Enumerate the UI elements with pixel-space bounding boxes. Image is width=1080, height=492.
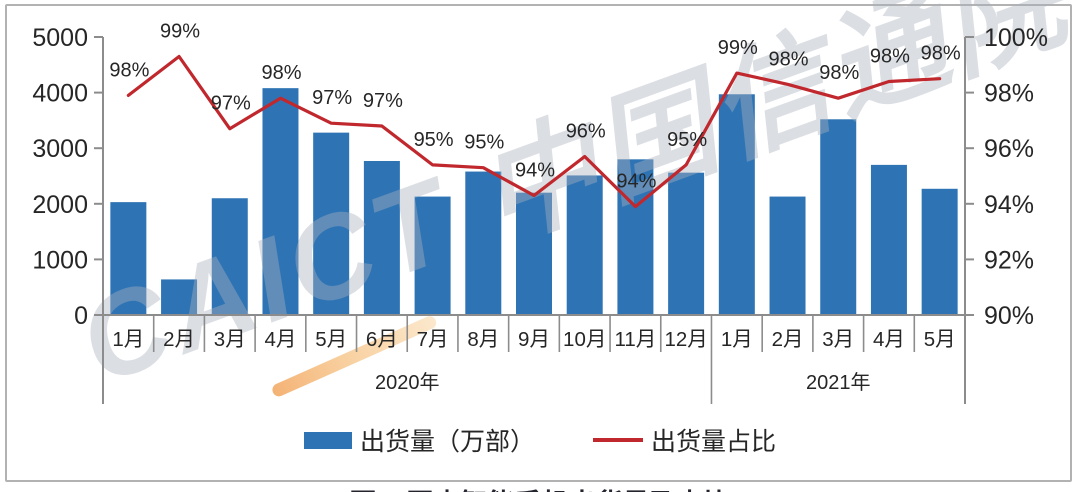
chart-frame (5, 4, 1072, 482)
bar-series-swatch-icon (303, 431, 352, 449)
bar-series-label: 出货量（万部） (359, 428, 535, 456)
legend-item-shipments: 出货量（万部） (303, 422, 535, 458)
figure-caption: 图 2 国内智能手机出货量及占比 (0, 482, 1080, 492)
line-series-label: 出货量占比 (651, 428, 777, 456)
legend-item-share: 出货量占比 (593, 422, 776, 458)
legend: 出货量（万部） 出货量占比 (0, 424, 1080, 456)
line-series-swatch-icon (593, 438, 643, 442)
